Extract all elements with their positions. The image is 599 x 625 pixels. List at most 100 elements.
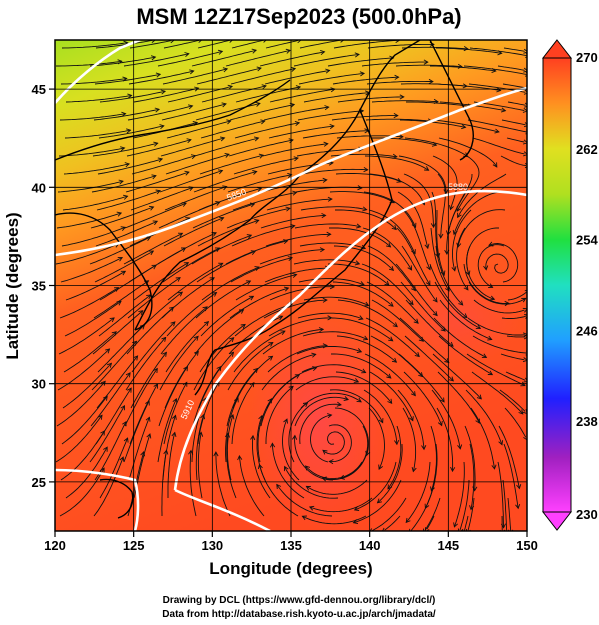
streamline [436, 210, 445, 276]
streamline-arrow [354, 260, 361, 266]
x-tick-label: 150 [516, 538, 538, 553]
streamline-arrow [229, 337, 235, 343]
streamline-arrow [245, 280, 252, 285]
streamline [196, 67, 262, 85]
streamline-arrow [327, 196, 333, 202]
streamline-arrow [432, 311, 438, 317]
streamline-arrow [257, 463, 263, 470]
streamline [56, 381, 106, 427]
streamline-arrow [435, 252, 441, 259]
streamline-arrow [438, 233, 444, 239]
streamline [127, 105, 193, 121]
streamline-arrow [430, 223, 436, 229]
streamline-arrow [421, 445, 427, 451]
streamline-arrow [283, 286, 290, 292]
streamline-arrow [268, 355, 274, 361]
streamline [124, 202, 187, 229]
streamline [89, 236, 151, 265]
streamline-arrow [357, 185, 363, 191]
streamline-arrow [458, 300, 464, 306]
streamline [296, 346, 362, 355]
streamline [90, 206, 154, 229]
streamline [130, 186, 194, 211]
streamline [361, 263, 414, 305]
streamline [225, 49, 291, 67]
streamline [133, 87, 199, 103]
streamline [299, 242, 366, 249]
streamline [92, 310, 144, 355]
streamline-arrow [292, 434, 298, 440]
streamline-arrow [292, 272, 298, 278]
streamline [267, 345, 328, 373]
streamline [363, 191, 417, 228]
streamline [264, 267, 330, 283]
streamline [193, 337, 235, 391]
streamline [299, 40, 342, 49]
streamline-arrow [324, 105, 330, 111]
streamline [133, 262, 189, 301]
streamline [429, 263, 468, 318]
streamline-arrow [219, 216, 225, 222]
streamline-arrow [123, 194, 129, 200]
streamline-arrow [364, 301, 370, 307]
streamline-arrow [215, 201, 221, 206]
streamline [62, 362, 112, 409]
streamline-arrow [524, 289, 527, 292]
streamline [335, 209, 397, 230]
streamline-arrow [387, 398, 393, 405]
streamline-arrow [234, 397, 239, 403]
streamline [261, 179, 327, 193]
streamline [125, 337, 167, 391]
streamline-arrow [500, 107, 507, 113]
streamline-arrow [523, 122, 527, 128]
streamline-arrow [488, 241, 494, 247]
streamline [164, 351, 199, 409]
streamline [431, 389, 461, 449]
streamline [123, 53, 189, 67]
streamline-arrow [256, 66, 262, 72]
streamline-arrow [184, 52, 190, 58]
streamline-arrow [148, 205, 155, 211]
streamline [368, 209, 416, 254]
streamline [384, 515, 401, 531]
streamline [507, 497, 512, 531]
streamline [401, 46, 468, 50]
streamline [93, 108, 160, 121]
streamline [238, 455, 265, 517]
streamline-arrow [323, 141, 329, 147]
streamline [327, 57, 394, 67]
streamline [61, 42, 128, 49]
streamline-arrow [217, 169, 224, 175]
streamline [405, 299, 454, 347]
streamline [437, 371, 480, 424]
streamline-arrow [253, 367, 259, 373]
streamline [294, 396, 349, 427]
streamline [472, 137, 525, 155]
streamline-arrow [181, 247, 187, 252]
streamline [226, 433, 237, 499]
streamline [488, 243, 519, 283]
streamline-arrow [224, 152, 230, 158]
streamline [433, 119, 499, 133]
x-axis: 120 125 130 135 140 145 150 [44, 531, 538, 553]
streamline-arrow [153, 141, 159, 147]
streamline-arrow [212, 292, 218, 297]
streamline [230, 257, 293, 283]
streamline-arrow [325, 68, 331, 74]
streamline-arrow [171, 414, 177, 420]
streamline [410, 479, 436, 531]
streamline [369, 371, 414, 421]
streamline-arrow [408, 300, 414, 306]
streamline-arrow [254, 219, 260, 224]
streamline [306, 479, 368, 495]
x-tick-label: 130 [201, 538, 223, 553]
streamline [463, 515, 469, 531]
streamline [430, 425, 437, 492]
streamline-arrow [249, 202, 256, 208]
streamline [59, 287, 119, 319]
streamline [331, 317, 393, 342]
streamline [361, 61, 428, 67]
streamline-arrow [311, 352, 317, 358]
streamline-arrow [268, 341, 274, 347]
